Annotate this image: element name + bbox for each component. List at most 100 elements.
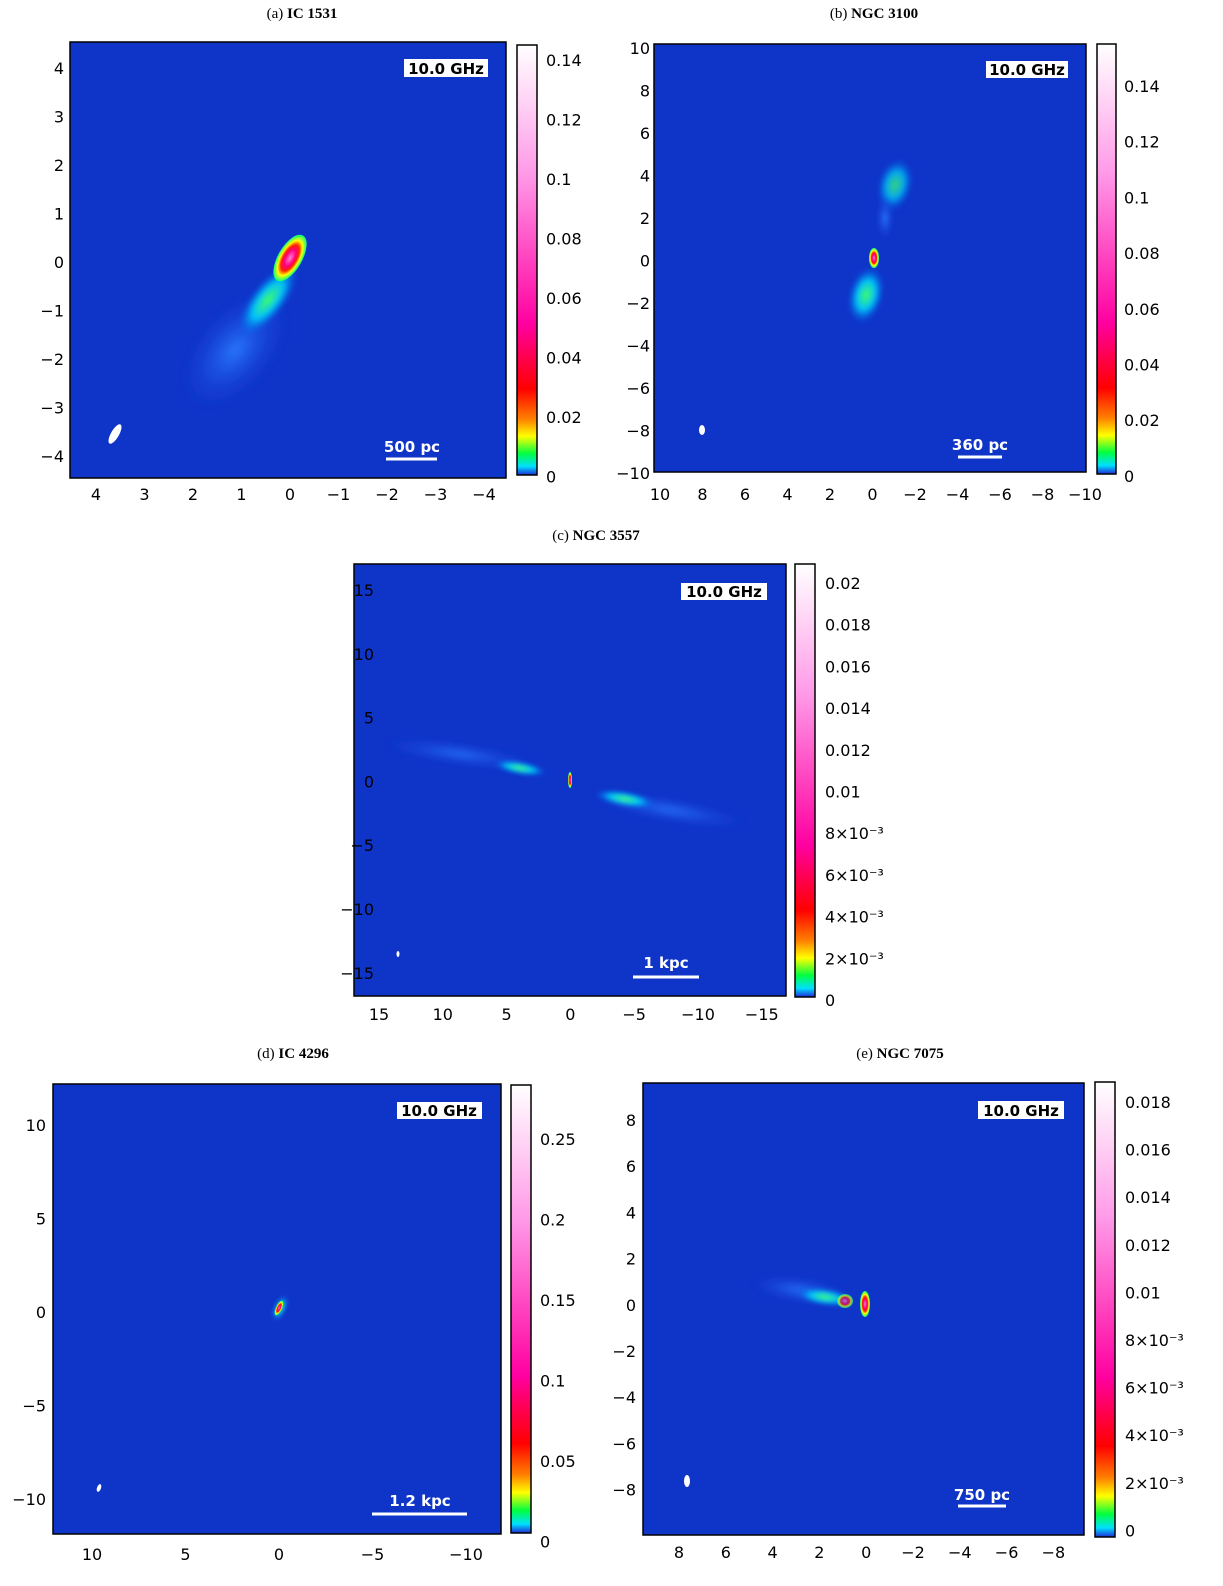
panel-a-figure: (a) IC 1531 10.0 GHz 500 pc 4 3 2 1 0 −1 −2 −3 −… bbox=[40, 6, 582, 504]
y-tick-label: 3 bbox=[54, 108, 64, 127]
panel-b: (b) NGC 3100 10.0 GHz 360 pc 10 8 6 4 2 0 −2 −4… bbox=[610, 0, 1223, 520]
y-tick-label: 1 bbox=[54, 205, 64, 224]
panel-e-core bbox=[860, 1291, 870, 1317]
colorbar-tick-label: 8×10⁻³ bbox=[1125, 1331, 1184, 1350]
panel-d-beam bbox=[96, 1484, 102, 1492]
y-tick-label: −15 bbox=[340, 964, 374, 983]
y-tick-label: −10 bbox=[340, 900, 374, 919]
panel-c-beam bbox=[396, 951, 400, 957]
x-tick-label: 2 bbox=[825, 485, 835, 504]
y-tick-label: 6 bbox=[626, 1157, 636, 1176]
y-tick-label: 10 bbox=[354, 645, 374, 664]
x-tick-label: 8 bbox=[674, 1543, 684, 1562]
y-tick-label: 5 bbox=[36, 1210, 46, 1229]
y-tick-label: −4 bbox=[612, 1388, 636, 1407]
x-tick-label: 4 bbox=[91, 485, 101, 504]
colorbar-tick-label: 6×10⁻³ bbox=[1125, 1379, 1184, 1398]
colorbar-tick-label: 0.08 bbox=[1124, 244, 1160, 263]
panel-e-caption: (e) NGC 7075 bbox=[856, 1046, 944, 1062]
panel-b-emission bbox=[699, 157, 914, 435]
panel-e-x-axis: 8 6 4 2 0 −2 −4 −6 −8 bbox=[674, 1543, 1065, 1562]
x-tick-label: 2 bbox=[814, 1543, 824, 1562]
x-tick-label: −2 bbox=[903, 485, 927, 504]
panel-d-colorbar bbox=[510, 1084, 532, 1534]
panel-a-colorbar bbox=[516, 44, 538, 476]
colorbar-tick-label: 0.014 bbox=[1125, 1188, 1171, 1207]
colorbar-tick-label: 0.016 bbox=[825, 657, 871, 676]
panel-c-core bbox=[568, 772, 572, 788]
x-tick-label: 2 bbox=[188, 485, 198, 504]
colorbar-tick-label: 4×10⁻³ bbox=[1125, 1426, 1184, 1445]
y-tick-label: 8 bbox=[640, 82, 650, 101]
colorbar-tick-label: 0.12 bbox=[1124, 133, 1160, 152]
colorbar-tick-label: 0.25 bbox=[540, 1130, 576, 1149]
x-tick-label: 0 bbox=[565, 1005, 575, 1024]
x-tick-label: −8 bbox=[1031, 485, 1055, 504]
panel-e-y-axis: 8 6 4 2 0 −2 −4 −6 −8 bbox=[612, 1111, 636, 1500]
y-tick-label: 0 bbox=[640, 252, 650, 271]
x-tick-label: 8 bbox=[697, 485, 707, 504]
panel-e-colorbar bbox=[1094, 1081, 1116, 1538]
panel-a-core bbox=[273, 234, 307, 282]
x-tick-label: −6 bbox=[995, 1543, 1019, 1562]
colorbar-tick-label: 0.018 bbox=[825, 616, 871, 635]
panel-e-freq-box bbox=[978, 1101, 1064, 1119]
colorbar-tick-label: 0.1 bbox=[546, 170, 571, 189]
panel-d-core bbox=[274, 1300, 284, 1316]
panel-a-x-axis: 4 3 2 1 0 −1 −2 −3 −4 bbox=[91, 485, 496, 504]
colorbar-tick-label: 0.2 bbox=[540, 1211, 565, 1230]
panel-c: (c) NGC 3557 10.0 GHz 1 kpc 15 10 5 0 −5 −10 −… bbox=[300, 522, 920, 1024]
y-tick-label: 4 bbox=[54, 59, 64, 78]
panel-e-freq-label: 10.0 GHz bbox=[983, 1102, 1059, 1120]
x-tick-label: 0 bbox=[274, 1545, 284, 1564]
panel-b-beam bbox=[699, 425, 705, 435]
panel-c-colorbar-ticks: 0.02 0.018 0.016 0.014 0.012 0.01 8×10⁻³ 6×10⁻³… bbox=[825, 574, 884, 1010]
panel-b-figure: (b) NGC 3100 10.0 GHz 360 pc 10 8 6 4 2 0 −2 −4… bbox=[616, 6, 1160, 504]
panel-b-freq-box bbox=[986, 61, 1068, 78]
y-tick-label: 10 bbox=[26, 1116, 46, 1135]
x-tick-label: 6 bbox=[721, 1543, 731, 1562]
x-tick-label: 3 bbox=[139, 485, 149, 504]
panel-a-colorbar-ticks: 0.14 0.12 0.1 0.08 0.06 0.04 0.02 0 bbox=[546, 51, 582, 487]
y-tick-label: −8 bbox=[626, 422, 650, 441]
panel-a: (a) IC 1531 10.0 GHz 500 pc 4 3 2 1 0 −1 −2 −3 −… bbox=[0, 0, 600, 520]
panel-a-caption: (a) IC 1531 bbox=[267, 6, 338, 22]
y-tick-label: −3 bbox=[40, 399, 64, 418]
y-tick-label: −6 bbox=[612, 1434, 636, 1453]
y-tick-label: 0 bbox=[626, 1296, 636, 1315]
colorbar-tick-label: 4×10⁻³ bbox=[825, 908, 884, 927]
panel-a-freq-label: 10.0 GHz bbox=[408, 60, 484, 78]
colorbar-tick-label: 0.06 bbox=[546, 289, 582, 308]
panel-c-freq-box bbox=[681, 583, 767, 600]
y-tick-label: 15 bbox=[354, 581, 374, 600]
x-tick-label: 10 bbox=[433, 1005, 453, 1024]
panel-d-y-axis: 10 5 0 −5 −10 bbox=[12, 1116, 46, 1509]
panel-c-scale-label: 1 kpc bbox=[643, 954, 688, 972]
colorbar-tick-label: 0.14 bbox=[546, 51, 582, 70]
colorbar-tick-label: 0.15 bbox=[540, 1291, 576, 1310]
x-tick-label: 4 bbox=[768, 1543, 778, 1562]
colorbar-tick-label: 0.1 bbox=[540, 1372, 565, 1391]
x-tick-label: 10 bbox=[82, 1545, 102, 1564]
colorbar-tick-label: 0.012 bbox=[1125, 1236, 1171, 1255]
panel-e: (e) NGC 7075 10.0 GHz 750 pc 8 6 4 2 0 −2 −4 −6… bbox=[600, 1040, 1223, 1586]
colorbar-tick-label: 0.016 bbox=[1125, 1141, 1171, 1160]
y-tick-label: 0 bbox=[36, 1303, 46, 1322]
panel-e-colorbar-ticks: 0.018 0.016 0.014 0.012 0.01 8×10⁻³ 6×10⁻³ 4×10… bbox=[1125, 1093, 1184, 1540]
colorbar-tick-label: 0.01 bbox=[825, 783, 861, 802]
x-tick-label: −4 bbox=[472, 485, 496, 504]
panel-b-freq-label: 10.0 GHz bbox=[989, 61, 1065, 79]
y-tick-label: −10 bbox=[12, 1490, 46, 1509]
panel-b-colorbar bbox=[1096, 43, 1117, 475]
y-tick-label: −10 bbox=[616, 464, 650, 483]
y-tick-label: 4 bbox=[640, 167, 650, 186]
panel-d: (d) IC 4296 10.0 GHz 1.2 kpc 10 5 0 −5 −10 1… bbox=[0, 1040, 600, 1586]
colorbar-tick-label: 0.01 bbox=[1125, 1283, 1161, 1302]
x-tick-label: −4 bbox=[946, 485, 970, 504]
colorbar-tick-label: 0 bbox=[1124, 467, 1134, 486]
x-tick-label: −1 bbox=[327, 485, 351, 504]
x-tick-label: −8 bbox=[1042, 1543, 1066, 1562]
panel-d-colorbar-ticks: 0.25 0.2 0.15 0.1 0.05 0 bbox=[540, 1130, 576, 1552]
y-tick-label: 10 bbox=[630, 39, 650, 58]
x-tick-label: −10 bbox=[449, 1545, 483, 1564]
